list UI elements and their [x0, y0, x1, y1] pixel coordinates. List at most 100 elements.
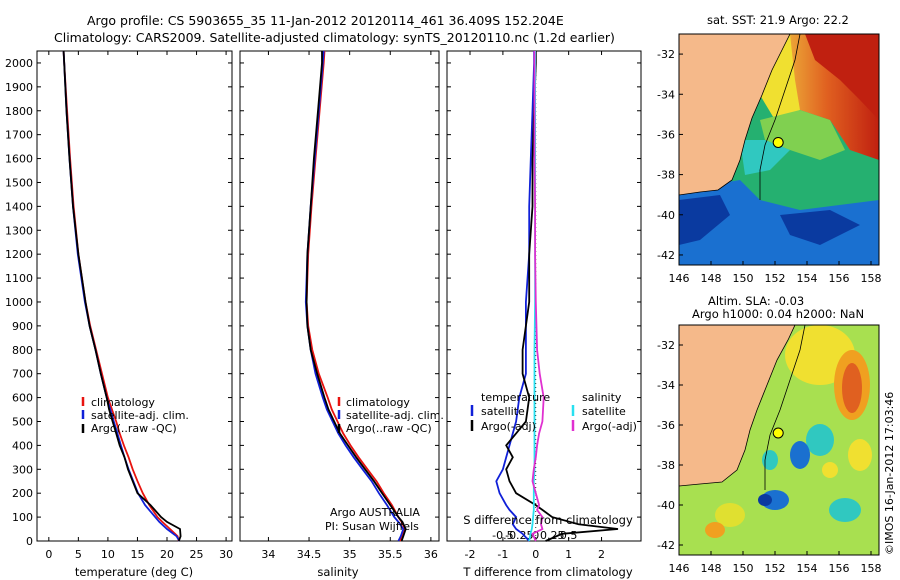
- map-y-tick-label: -32: [657, 48, 675, 61]
- x-tick-label: 10: [101, 548, 115, 561]
- x-tick-label: 34.5: [297, 548, 322, 561]
- legend2-argo: Argo(..raw -QC): [346, 422, 432, 435]
- series-line-salinity-argo-adj-: [531, 51, 545, 542]
- legend3-s-satellite: satellite: [582, 405, 626, 418]
- map-y-tick-label: -40: [657, 499, 675, 512]
- map-x-tick-label: 152: [765, 562, 786, 575]
- temperature-panel: [36, 50, 233, 542]
- map-x-tick-label: 154: [797, 272, 818, 285]
- map-y-tick-label: -32: [657, 339, 675, 352]
- series-line-argo-raw-qc-: [62, 50, 182, 542]
- series-line-argo-raw-qc-: [305, 51, 407, 542]
- y-tick-label: 1100: [5, 272, 33, 285]
- x-tick-label: -1: [497, 548, 508, 561]
- map-y-tick-label: -42: [657, 249, 675, 262]
- temperature-legend: climatology satellite-adj. clim. Argo(..…: [81, 396, 189, 435]
- map-y-tick-label: -42: [657, 539, 675, 552]
- x-tick-label: 20: [160, 548, 174, 561]
- map-y-tick-label: -38: [657, 169, 675, 182]
- y-tick-label: 1200: [5, 248, 33, 261]
- x-tick-label: 5: [75, 548, 82, 561]
- x-tick-label: 25: [190, 548, 204, 561]
- map-x-tick-label: 150: [733, 562, 754, 575]
- map-y-tick-label: -34: [657, 88, 675, 101]
- y-tick-label: 0: [26, 535, 33, 548]
- y-tick-label: 1000: [5, 296, 33, 309]
- y-tick-label: 1400: [5, 200, 33, 213]
- legend2-satellite: satellite-adj. clim.: [346, 409, 444, 422]
- map-x-tick-label: 148: [701, 562, 722, 575]
- s-tick-label: 0.25: [540, 529, 565, 542]
- map-x-tick-label: 158: [861, 562, 882, 575]
- difference-legend: temperature satellite Argo(-adj) salinit…: [470, 391, 637, 433]
- x-tick-label: 0: [45, 548, 52, 561]
- map-y-tick-label: -40: [657, 209, 675, 222]
- credit-text: ©IMOS 16-Jan-2012 17:03:46: [883, 392, 896, 555]
- sst-map: [679, 34, 879, 265]
- x-tick-label: -2: [465, 548, 476, 561]
- x-tick-label: 35.5: [378, 548, 403, 561]
- y-tick-label: 2000: [5, 57, 33, 70]
- map-x-tick-label: 146: [669, 272, 690, 285]
- sla-map-frame: [678, 324, 880, 556]
- series-line-climatology: [305, 50, 406, 542]
- salinity-legend: climatology satellite-adj. clim. Argo(..…: [337, 396, 444, 435]
- y-tick-label: 900: [12, 320, 33, 333]
- map-x-tick-label: 156: [829, 562, 850, 575]
- sst-float-marker: [772, 136, 784, 148]
- x-tick-label: 34: [261, 548, 275, 561]
- x-tick-label: 30: [219, 548, 233, 561]
- legend2-climatology: climatology: [346, 396, 410, 409]
- series-line-satellite-adj-clim-: [62, 50, 181, 542]
- legend-climatology: climatology: [91, 396, 155, 409]
- legend3-salinity: salinity: [582, 391, 622, 404]
- float-info-line1: Argo AUSTRALIA: [330, 506, 420, 519]
- legend-satellite: satellite-adj. clim.: [91, 409, 189, 422]
- map-x-tick-label: 146: [669, 562, 690, 575]
- temperature-xlabel: temperature (deg C): [75, 565, 193, 579]
- salinity-xlabel: salinity: [317, 565, 358, 579]
- title-line-1: Argo profile: CS 5903655_35 11-Jan-2012 …: [87, 13, 564, 28]
- legend3-t-satellite: satellite: [481, 405, 525, 418]
- legend3-s-argo: Argo(-adj): [582, 420, 637, 433]
- y-tick-label: 300: [12, 463, 33, 476]
- legend3-t-argo: Argo(-adj): [481, 420, 536, 433]
- y-tick-label: 1600: [5, 153, 33, 166]
- salinity-panel: [239, 50, 440, 542]
- y-tick-label: 200: [12, 487, 33, 500]
- series-line-temperature-argo-adj-: [505, 51, 619, 542]
- legend3-temperature: temperature: [481, 391, 550, 404]
- map-y-tick-label: -36: [657, 419, 675, 432]
- map-y-tick-label: -38: [657, 459, 675, 472]
- sla-float-marker: [772, 427, 784, 439]
- sst-map-title: sat. SST: 21.9 Argo: 22.2: [707, 13, 849, 27]
- y-tick-label: 1700: [5, 129, 33, 142]
- float-info-line2: PI: Susan Wijffels: [325, 520, 419, 533]
- x-tick-label: 15: [130, 548, 144, 561]
- sla-map-title-line2: Argo h1000: 0.04 h2000: NaN: [692, 307, 864, 321]
- x-tick-label: 2: [598, 548, 605, 561]
- series-line-climatology: [62, 50, 180, 542]
- title-line-2: Climatology: CARS2009. Satellite-adjuste…: [54, 30, 615, 45]
- y-tick-label: 1900: [5, 81, 33, 94]
- x-tick-label: 36: [424, 548, 438, 561]
- y-tick-label: 400: [12, 439, 33, 452]
- t-difference-xlabel: T difference from climatology: [462, 565, 633, 579]
- difference-panel: [446, 50, 642, 542]
- series-line-satellite-adj-clim-: [304, 50, 405, 542]
- map-x-tick-label: 154: [797, 562, 818, 575]
- y-tick-label: 100: [12, 511, 33, 524]
- y-tick-label: 1500: [5, 176, 33, 189]
- sst-map-frame: [678, 33, 880, 266]
- s-difference-xlabel: S difference from climatology: [463, 513, 633, 527]
- y-tick-label: 1300: [5, 224, 33, 237]
- map-x-tick-label: 156: [829, 272, 850, 285]
- map-x-tick-label: 152: [765, 272, 786, 285]
- s-tick-label: 0.5: [560, 529, 578, 542]
- s-tick-label: -0.5: [492, 529, 513, 542]
- x-tick-label: 1: [565, 548, 572, 561]
- y-tick-label: 1800: [5, 105, 33, 118]
- map-y-tick-label: -36: [657, 128, 675, 141]
- x-tick-label: 35: [343, 548, 357, 561]
